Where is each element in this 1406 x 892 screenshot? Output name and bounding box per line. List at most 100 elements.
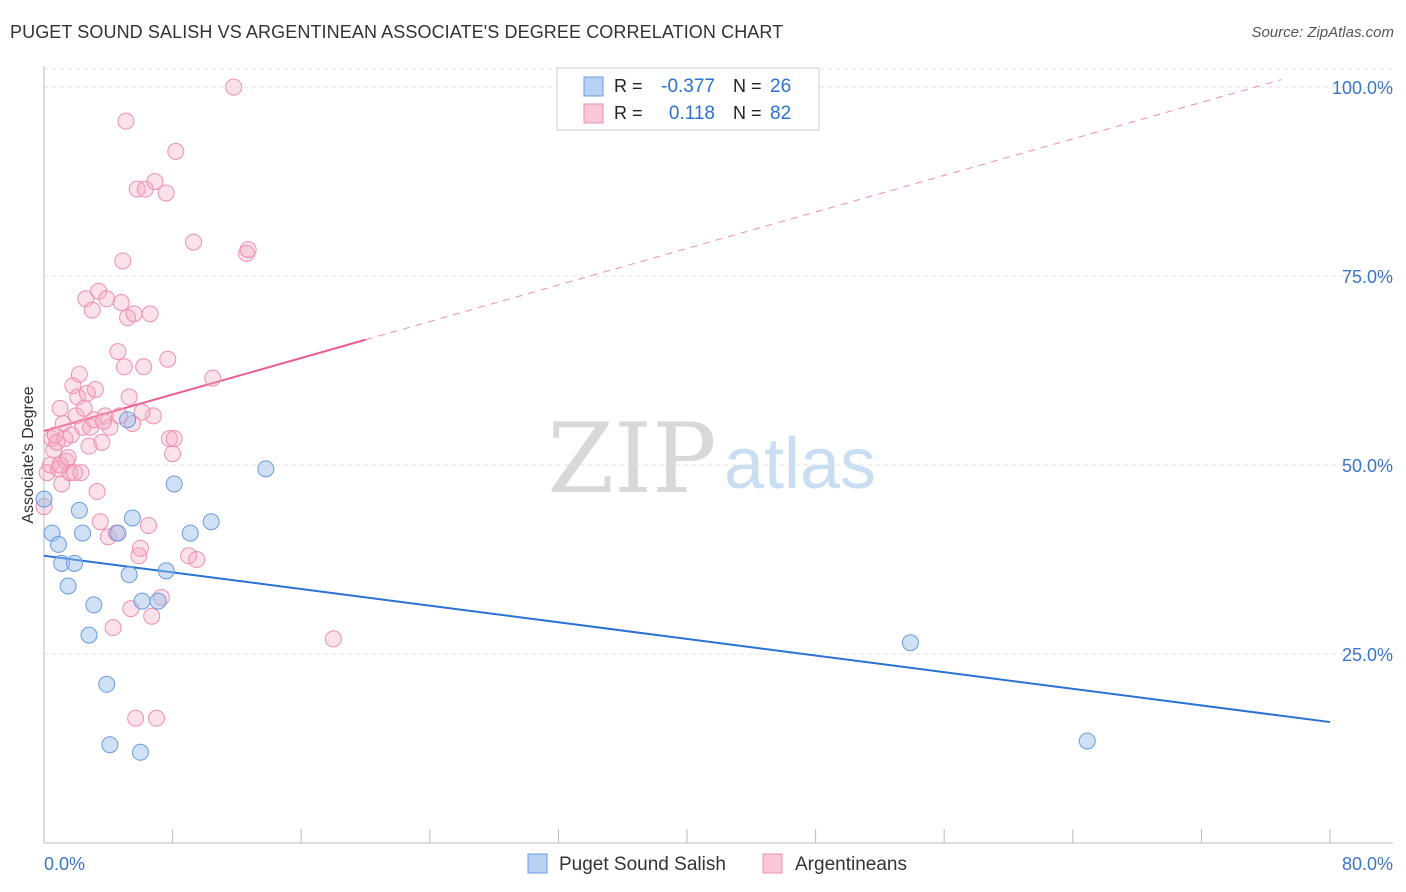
point-argentine	[157, 184, 175, 202]
series-legend-swatch-salish[interactable]	[527, 853, 548, 874]
point-argentine	[99, 528, 117, 546]
point-argentine	[88, 483, 106, 501]
stats-legend: R = -0.377 N = 26 R = 0.118 N = 82	[556, 67, 820, 131]
series-legend: Puget Sound Salish Argentineans	[527, 853, 907, 875]
point-argentine	[148, 709, 166, 727]
point-salish	[149, 592, 167, 610]
point-salish	[131, 743, 149, 761]
point-salish	[66, 554, 84, 572]
point-argentine	[143, 607, 161, 625]
point-salish	[133, 592, 151, 610]
legend-r-label-2: R =	[614, 103, 643, 123]
point-argentine	[66, 464, 84, 482]
point-argentine	[144, 407, 162, 425]
point-salish	[181, 524, 199, 542]
chart-title: PUGET SOUND SALISH VS ARGENTINEAN ASSOCI…	[10, 22, 784, 42]
series-legend-label-argentine[interactable]: Argentineans	[795, 854, 907, 875]
legend-n-label-2: N =	[733, 103, 762, 123]
point-argentine	[133, 403, 151, 421]
point-argentine	[225, 78, 243, 96]
point-argentine	[70, 365, 88, 383]
point-salish	[74, 524, 92, 542]
point-argentine	[324, 630, 342, 648]
point-salish	[80, 626, 98, 644]
legend-r-label-1: R =	[614, 76, 643, 96]
point-salish	[202, 513, 220, 531]
point-argentine	[111, 407, 129, 425]
point-argentine	[146, 173, 164, 191]
y-axis-label: Associate's Degree	[20, 386, 37, 523]
x-tick-label-max: 80.0%	[1342, 854, 1393, 874]
series-legend-swatch-argentine[interactable]	[762, 853, 783, 874]
point-argentine	[83, 301, 101, 319]
y-tick-label: 50.0%	[1342, 456, 1393, 476]
point-argentine	[165, 430, 183, 448]
legend-n-value-1: 26	[770, 76, 791, 97]
point-argentine	[180, 547, 198, 565]
point-argentine	[94, 412, 112, 430]
point-argentine	[125, 305, 143, 323]
point-salish	[119, 411, 137, 429]
point-salish	[59, 577, 77, 595]
point-argentine	[98, 290, 116, 308]
point-argentine	[131, 539, 149, 557]
point-argentine	[101, 418, 119, 436]
point-salish	[49, 535, 67, 553]
point-argentine	[164, 445, 182, 463]
point-argentine	[139, 517, 157, 535]
point-argentine	[80, 437, 98, 455]
point-argentine	[239, 241, 257, 259]
point-argentine	[117, 112, 135, 130]
point-salish	[123, 509, 141, 527]
point-salish	[109, 524, 127, 542]
point-argentine	[141, 305, 159, 323]
legend-n-label-1: N =	[733, 76, 762, 96]
point-salish	[120, 566, 138, 584]
y-tick-label: 75.0%	[1342, 267, 1393, 287]
point-argentine	[115, 358, 133, 376]
legend-swatch-argentine	[583, 103, 604, 124]
legend-r-value-2: 0.118	[669, 103, 715, 124]
point-argentine	[109, 343, 127, 361]
point-argentine	[120, 388, 138, 406]
point-salish	[1078, 732, 1096, 750]
x-tick-label-min: 0.0%	[44, 854, 85, 874]
point-salish	[70, 501, 88, 519]
watermark-zip: ZIP	[547, 403, 716, 515]
point-salish	[901, 634, 919, 652]
y-tick-label: 100.0%	[1332, 78, 1393, 98]
point-argentine	[91, 513, 109, 531]
point-argentine	[48, 433, 66, 451]
point-salish	[157, 562, 175, 580]
legend-n-value-2: 82	[770, 103, 791, 124]
point-argentine	[72, 464, 90, 482]
point-salish	[53, 554, 71, 572]
point-argentine	[78, 384, 96, 402]
point-argentine	[135, 358, 153, 376]
point-salish	[165, 475, 183, 493]
point-argentine	[104, 619, 122, 637]
point-argentine	[86, 380, 104, 398]
trend-line-argentine-projection	[365, 79, 1282, 341]
point-salish	[101, 736, 119, 754]
point-argentine	[127, 709, 145, 727]
point-argentine	[188, 551, 206, 569]
point-argentine	[114, 252, 132, 270]
point-salish	[35, 490, 53, 508]
point-argentine	[167, 142, 185, 160]
trend-line-salish	[43, 554, 1331, 724]
point-argentine	[51, 399, 69, 417]
series-legend-label-salish[interactable]: Puget Sound Salish	[559, 854, 726, 875]
point-salish	[98, 675, 116, 693]
point-salish	[257, 460, 275, 478]
point-argentine	[112, 294, 130, 312]
point-argentine	[51, 456, 69, 474]
point-argentine	[204, 369, 222, 387]
point-argentine	[184, 233, 202, 251]
point-salish	[85, 596, 103, 614]
source-credit: Source: ZipAtlas.com	[1251, 24, 1394, 41]
legend-r-value-1: -0.377	[661, 76, 715, 97]
legend-swatch-salish	[583, 76, 604, 97]
watermark-atlas: atlas	[724, 424, 876, 504]
